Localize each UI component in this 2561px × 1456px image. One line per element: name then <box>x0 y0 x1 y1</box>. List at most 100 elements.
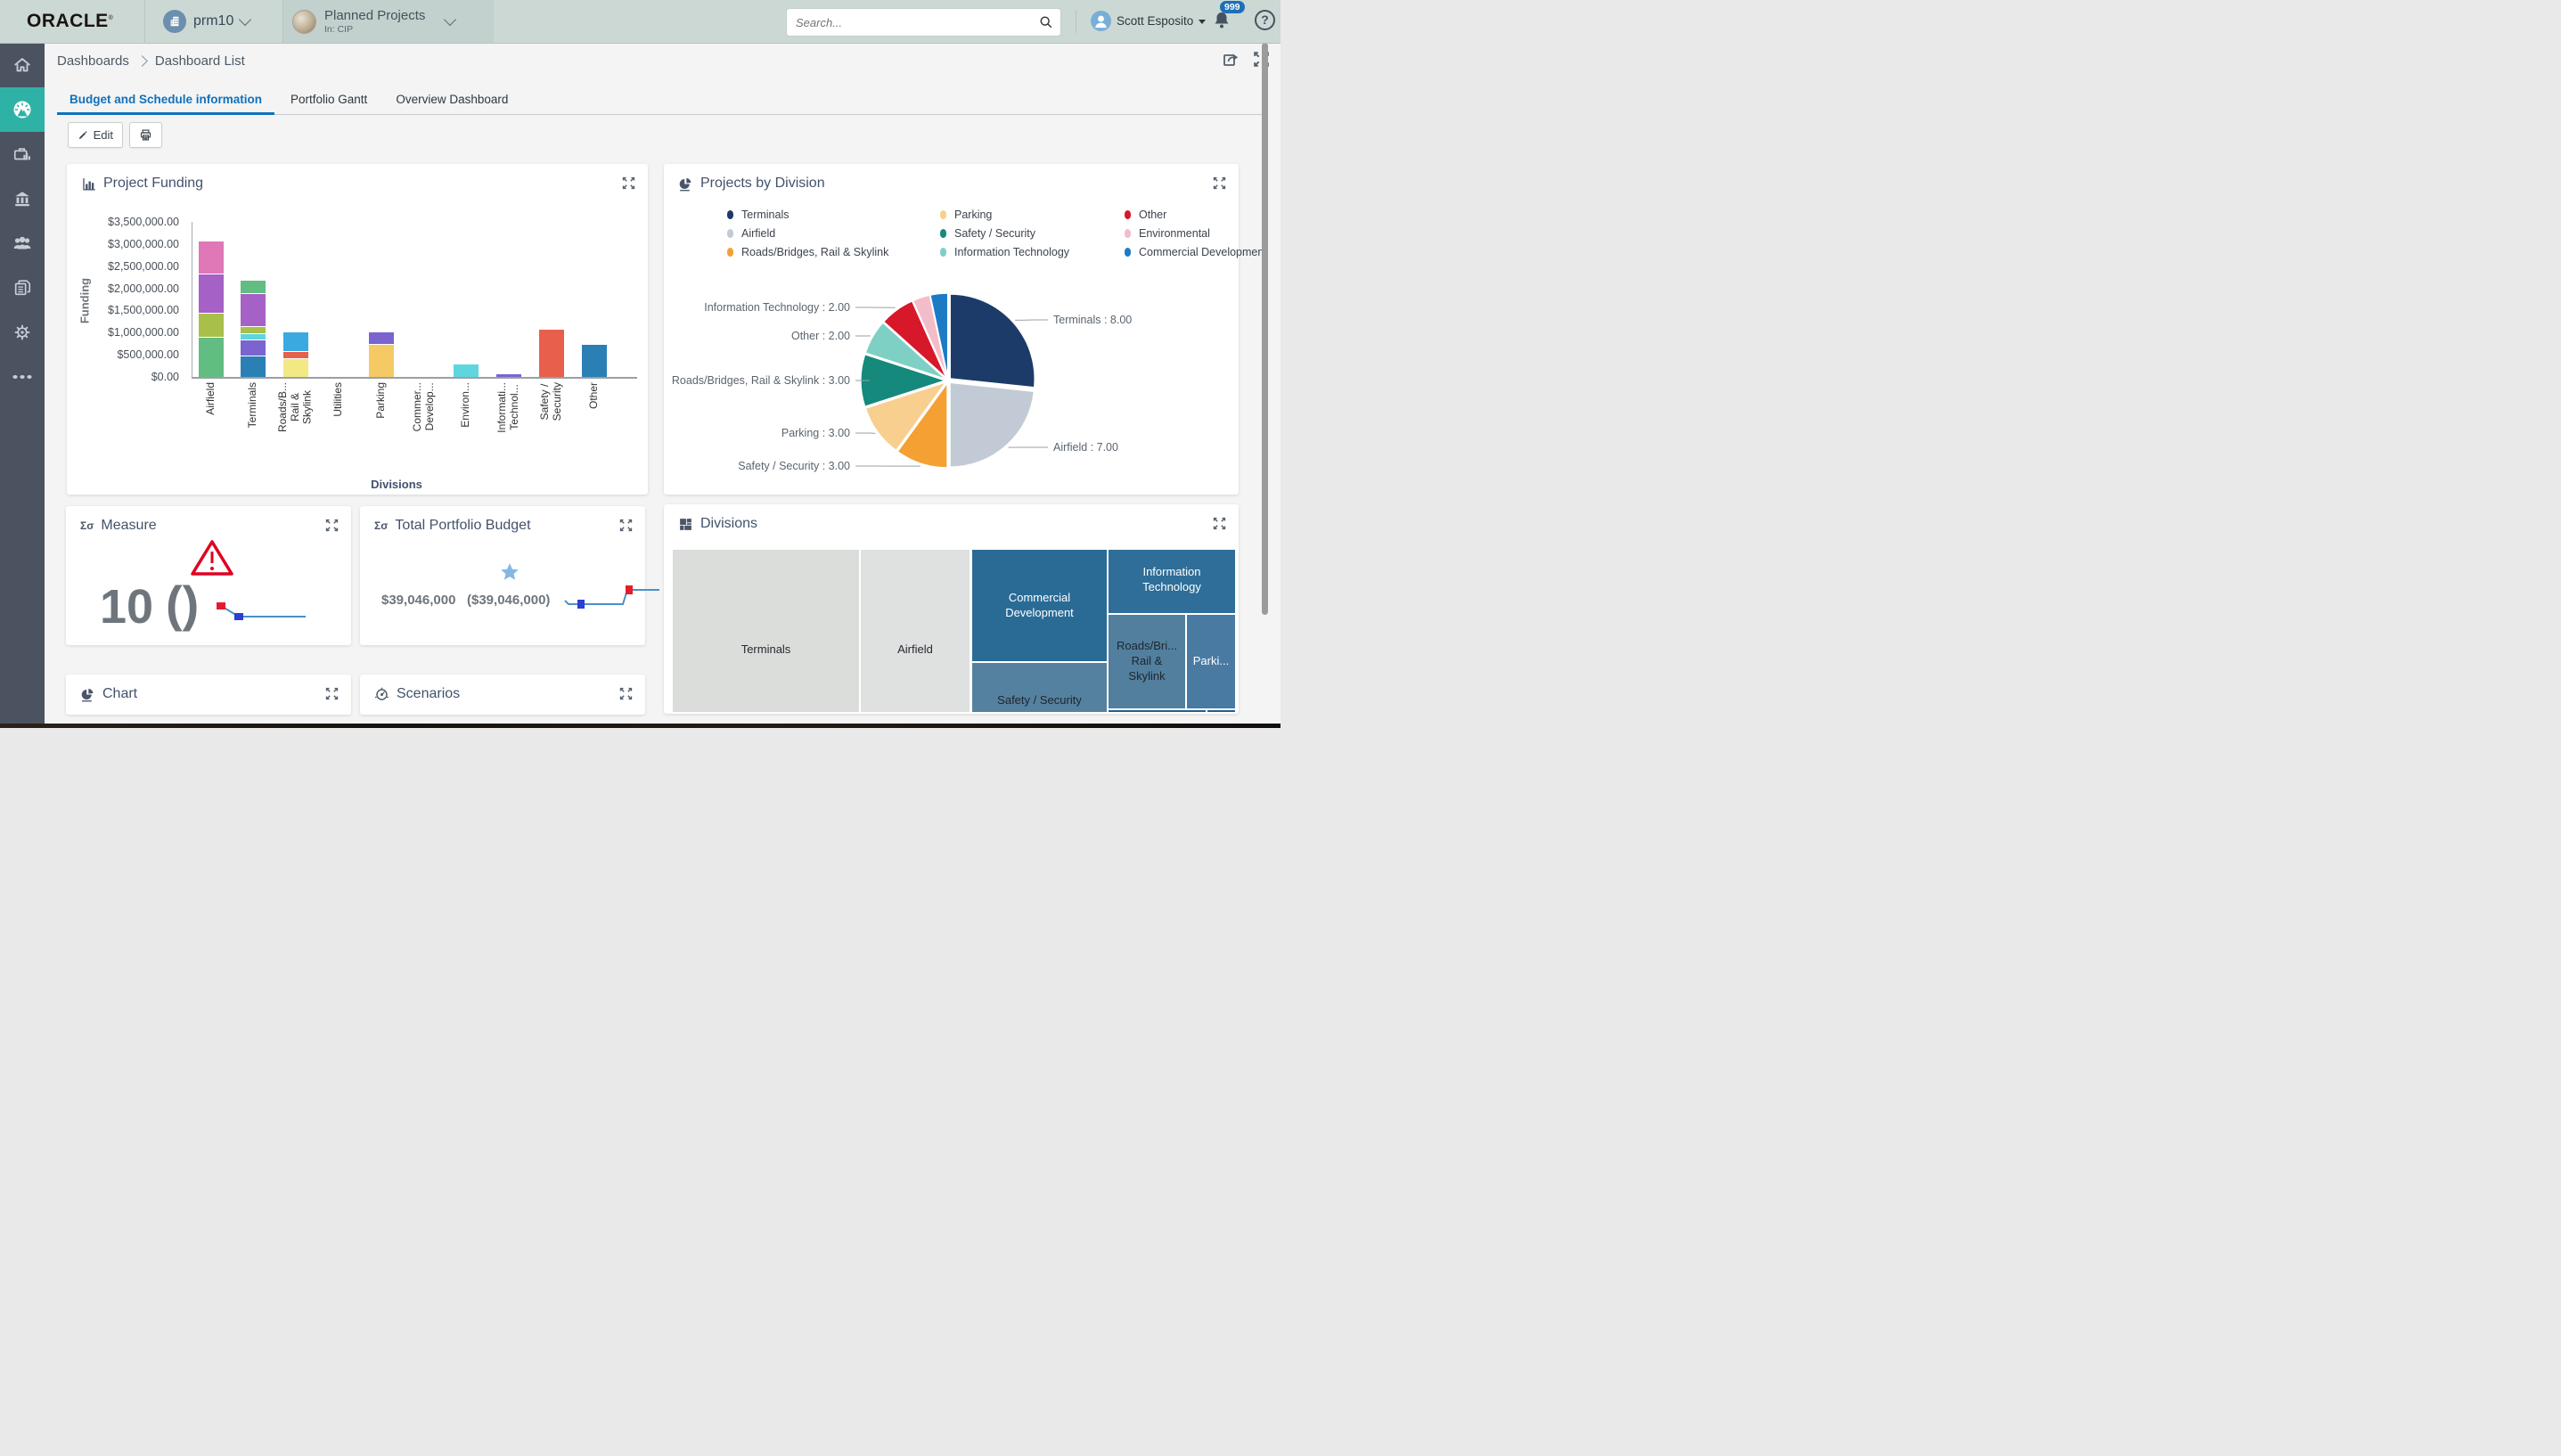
search-icon[interactable] <box>1039 15 1053 29</box>
documents-icon <box>14 280 31 296</box>
legend-item[interactable]: Other <box>1125 209 1267 221</box>
expand-icon[interactable] <box>1212 516 1227 531</box>
breadcrumb-dashboards[interactable]: Dashboards <box>57 53 129 69</box>
pie-slice-other[interactable] <box>864 321 946 380</box>
print-button[interactable] <box>129 122 162 148</box>
x-axis-label: Terminals <box>246 382 259 429</box>
budget-secondary: ($39,046,000) <box>467 593 551 608</box>
bar-segment[interactable] <box>368 344 394 377</box>
share-button[interactable] <box>1222 50 1241 70</box>
bar-segment[interactable] <box>241 333 266 340</box>
bar-stack[interactable] <box>581 345 607 377</box>
legend-item[interactable]: Terminals <box>727 209 940 221</box>
legend-label: Information Technology <box>954 246 1070 258</box>
bar-segment[interactable] <box>581 345 607 377</box>
help-icon[interactable]: ? <box>1255 10 1275 30</box>
bar-segment[interactable] <box>241 356 266 377</box>
bar-stack[interactable] <box>538 330 564 377</box>
top-bar: ORACLE® prm10 Planned Projects In: CIP <box>0 0 1280 44</box>
pie-slice-airfield[interactable] <box>949 381 1035 468</box>
legend-item[interactable]: Information Technology <box>940 246 1125 258</box>
x-axis-label: Other <box>586 382 600 410</box>
expand-icon[interactable] <box>324 686 340 701</box>
sidebar-item-portfolios[interactable] <box>0 132 45 176</box>
treemap-block-commercial-development[interactable]: Commercial Development <box>972 550 1107 661</box>
bar-stack[interactable] <box>368 331 394 377</box>
bar-segment[interactable] <box>368 331 394 344</box>
legend-item[interactable]: Airfield <box>727 227 940 240</box>
bar-segment[interactable] <box>283 331 309 351</box>
sidebar-item-documents[interactable] <box>0 266 45 310</box>
sidebar-item-home[interactable] <box>0 43 45 87</box>
sidebar-item-settings[interactable] <box>0 310 45 355</box>
legend-item[interactable]: Roads/Bridges, Rail & Skylink <box>727 246 940 258</box>
expand-icon[interactable] <box>621 176 636 191</box>
printer-icon <box>140 129 151 141</box>
legend-item[interactable]: Safety / Security <box>940 227 1125 240</box>
treemap-block-parki-[interactable]: Parki... <box>1187 615 1235 708</box>
expand-icon[interactable] <box>324 518 340 533</box>
pie-callout-label: Airfield : 7.00 <box>1053 441 1118 454</box>
treemap-block-roads-bri-rail-skylink[interactable]: Roads/Bri... Rail & Skylink <box>1109 615 1185 708</box>
expand-icon[interactable] <box>618 518 634 533</box>
bar-segment[interactable] <box>241 280 266 294</box>
bar-segment[interactable] <box>538 330 564 377</box>
bar-segment[interactable] <box>198 338 224 377</box>
tab-portfolio-gantt[interactable]: Portfolio Gantt <box>290 93 368 106</box>
bar-segment[interactable] <box>241 294 266 326</box>
bar-segment[interactable] <box>454 364 479 377</box>
divider <box>144 0 145 43</box>
pie-callout-label: Parking : 3.00 <box>781 427 850 439</box>
y-axis-tick: $3,500,000.00 <box>108 216 179 228</box>
workspace-selector[interactable]: prm10 <box>163 0 252 43</box>
bar-segment[interactable] <box>283 358 309 377</box>
pie-callout-label: Roads/Bridges, Rail & Skylink : 3.00 <box>672 374 850 387</box>
pie-legend: Terminals Parking Other Airfield Safety / Se… <box>727 209 1267 258</box>
bar-stack[interactable] <box>454 364 479 377</box>
sidebar-item-more[interactable] <box>0 355 45 399</box>
gauge-icon <box>13 101 31 119</box>
pie-slice-terminals[interactable] <box>949 293 1035 389</box>
treemap-block-safety-security[interactable]: Safety / Security <box>972 663 1107 712</box>
pie-slice-commercial-development[interactable] <box>929 292 949 379</box>
treemap-block-terminals[interactable]: Terminals <box>673 550 859 712</box>
legend-label: Commercial Development <box>1139 246 1267 258</box>
tab-budget-and-schedule[interactable]: Budget and Schedule information <box>57 85 275 115</box>
expand-icon[interactable] <box>1212 176 1227 191</box>
bar-segment[interactable] <box>198 314 224 338</box>
user-name: Scott Esposito <box>1117 14 1194 28</box>
treemap-block-information-technology[interactable]: Information Technology <box>1109 550 1235 613</box>
breadcrumb-dashboard-list[interactable]: Dashboard List <box>154 53 245 69</box>
tab-overview-dashboard[interactable]: Overview Dashboard <box>396 93 509 106</box>
sidebar-item-resources[interactable] <box>0 221 45 266</box>
bar-segment[interactable] <box>283 351 309 358</box>
bar-stack[interactable] <box>198 241 224 377</box>
expand-icon[interactable] <box>618 686 634 701</box>
bar-segment[interactable] <box>241 340 266 356</box>
sigma-icon: Σσ <box>374 519 389 532</box>
notifications-button[interactable]: 999 <box>1211 1 1245 33</box>
sidebar-item-dashboards[interactable] <box>0 87 45 132</box>
edit-button[interactable]: Edit <box>68 122 123 148</box>
bar-segment[interactable] <box>496 374 522 377</box>
legend-item[interactable]: Environmental <box>1125 227 1267 240</box>
bar-stack[interactable] <box>283 331 309 377</box>
bar-segment[interactable] <box>198 274 224 314</box>
bar-stack[interactable] <box>241 280 266 377</box>
legend-item[interactable]: Parking <box>940 209 1125 221</box>
pie-slice-information-technology[interactable] <box>882 299 947 380</box>
search-input[interactable] <box>787 15 1039 29</box>
bar-stack[interactable] <box>496 374 522 377</box>
pie-slice-parking[interactable] <box>864 380 948 452</box>
vertical-scrollbar[interactable] <box>1262 43 1268 615</box>
legend-item[interactable]: Commercial Development <box>1125 246 1267 258</box>
treemap-block-airfield[interactable]: Airfield <box>861 550 970 712</box>
project-selector[interactable]: Planned Projects In: CIP <box>283 0 494 43</box>
sidebar-item-organization[interactable] <box>0 176 45 221</box>
bar-segment[interactable] <box>198 241 224 274</box>
bar-segment[interactable] <box>241 326 266 333</box>
user-menu[interactable]: Scott Esposito <box>1091 11 1207 31</box>
treemap-block[interactable] <box>1207 710 1235 712</box>
pie-slice-safety-security[interactable] <box>896 380 948 469</box>
treemap-block[interactable] <box>1109 710 1206 712</box>
